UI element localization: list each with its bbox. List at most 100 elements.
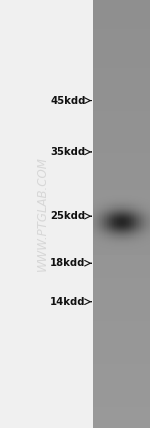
Bar (126, 205, 127, 207)
Bar (108, 196, 109, 197)
Bar (104, 214, 105, 215)
Bar (145, 230, 146, 231)
Bar (129, 192, 130, 193)
Bar (115, 237, 116, 238)
Bar (147, 230, 148, 231)
Bar (131, 222, 132, 223)
Bar (93, 226, 94, 227)
Bar (102, 247, 103, 248)
Bar (100, 211, 101, 212)
Bar (127, 232, 128, 233)
Bar (107, 201, 108, 202)
Bar (100, 250, 101, 252)
Bar (145, 217, 146, 218)
Bar (102, 225, 103, 226)
Bar (114, 240, 115, 241)
Bar (133, 231, 134, 232)
Bar (118, 211, 119, 212)
Bar (146, 194, 147, 195)
Bar (149, 209, 150, 210)
Bar (105, 205, 106, 207)
Bar (136, 196, 137, 197)
Bar (93, 250, 150, 253)
Bar (113, 233, 114, 235)
Bar (113, 237, 114, 238)
Bar (105, 252, 106, 253)
Bar (98, 203, 99, 205)
Bar (124, 249, 125, 250)
Bar (139, 245, 140, 246)
Bar (95, 232, 96, 233)
Bar (129, 226, 130, 227)
Bar (133, 190, 134, 192)
Bar (148, 249, 149, 250)
Bar (93, 18, 150, 21)
Bar (131, 190, 132, 192)
Bar (126, 241, 127, 242)
Bar (122, 217, 123, 218)
Bar (105, 208, 106, 209)
Bar (99, 252, 100, 253)
Bar (106, 230, 107, 231)
Bar (125, 199, 126, 200)
Bar (110, 252, 111, 253)
Bar (115, 242, 116, 243)
Bar (93, 239, 94, 240)
Bar (143, 215, 144, 216)
Bar (104, 224, 105, 225)
Bar (148, 231, 149, 232)
Bar (127, 200, 128, 201)
Bar (127, 214, 128, 215)
Bar (95, 215, 96, 216)
Bar (97, 247, 98, 248)
Bar (115, 246, 116, 247)
Bar (95, 210, 96, 211)
Bar (126, 218, 127, 219)
Bar (93, 193, 150, 196)
Bar (142, 237, 143, 238)
Bar (120, 190, 121, 192)
Bar (108, 192, 109, 193)
Bar (135, 212, 136, 213)
Bar (95, 192, 96, 193)
Bar (107, 202, 108, 203)
Bar (132, 224, 133, 225)
Bar (97, 225, 98, 226)
Bar (129, 203, 130, 205)
Bar (110, 226, 111, 227)
Bar (133, 228, 134, 229)
Bar (98, 192, 99, 193)
Bar (145, 247, 146, 248)
Bar (134, 199, 135, 200)
Bar (121, 225, 122, 226)
Bar (114, 215, 115, 216)
Bar (103, 207, 104, 208)
Bar (129, 235, 130, 237)
Bar (143, 248, 144, 249)
Bar (120, 228, 121, 229)
Bar (97, 195, 98, 196)
Bar (102, 241, 103, 242)
Bar (143, 253, 144, 255)
Bar (93, 237, 94, 238)
Bar (132, 197, 133, 198)
Bar (122, 244, 123, 245)
Bar (120, 240, 121, 241)
Bar (97, 229, 98, 230)
Bar (144, 190, 145, 192)
Bar (137, 237, 138, 238)
Bar (93, 248, 94, 249)
Bar (127, 224, 128, 225)
Bar (97, 239, 98, 240)
Bar (115, 248, 116, 249)
Bar (95, 250, 96, 252)
Bar (131, 232, 132, 233)
Bar (93, 199, 94, 200)
Bar (110, 198, 111, 199)
Bar (123, 225, 124, 226)
Bar (123, 196, 124, 197)
Bar (140, 208, 141, 209)
Bar (93, 157, 150, 160)
Bar (114, 248, 115, 249)
Bar (119, 205, 120, 207)
